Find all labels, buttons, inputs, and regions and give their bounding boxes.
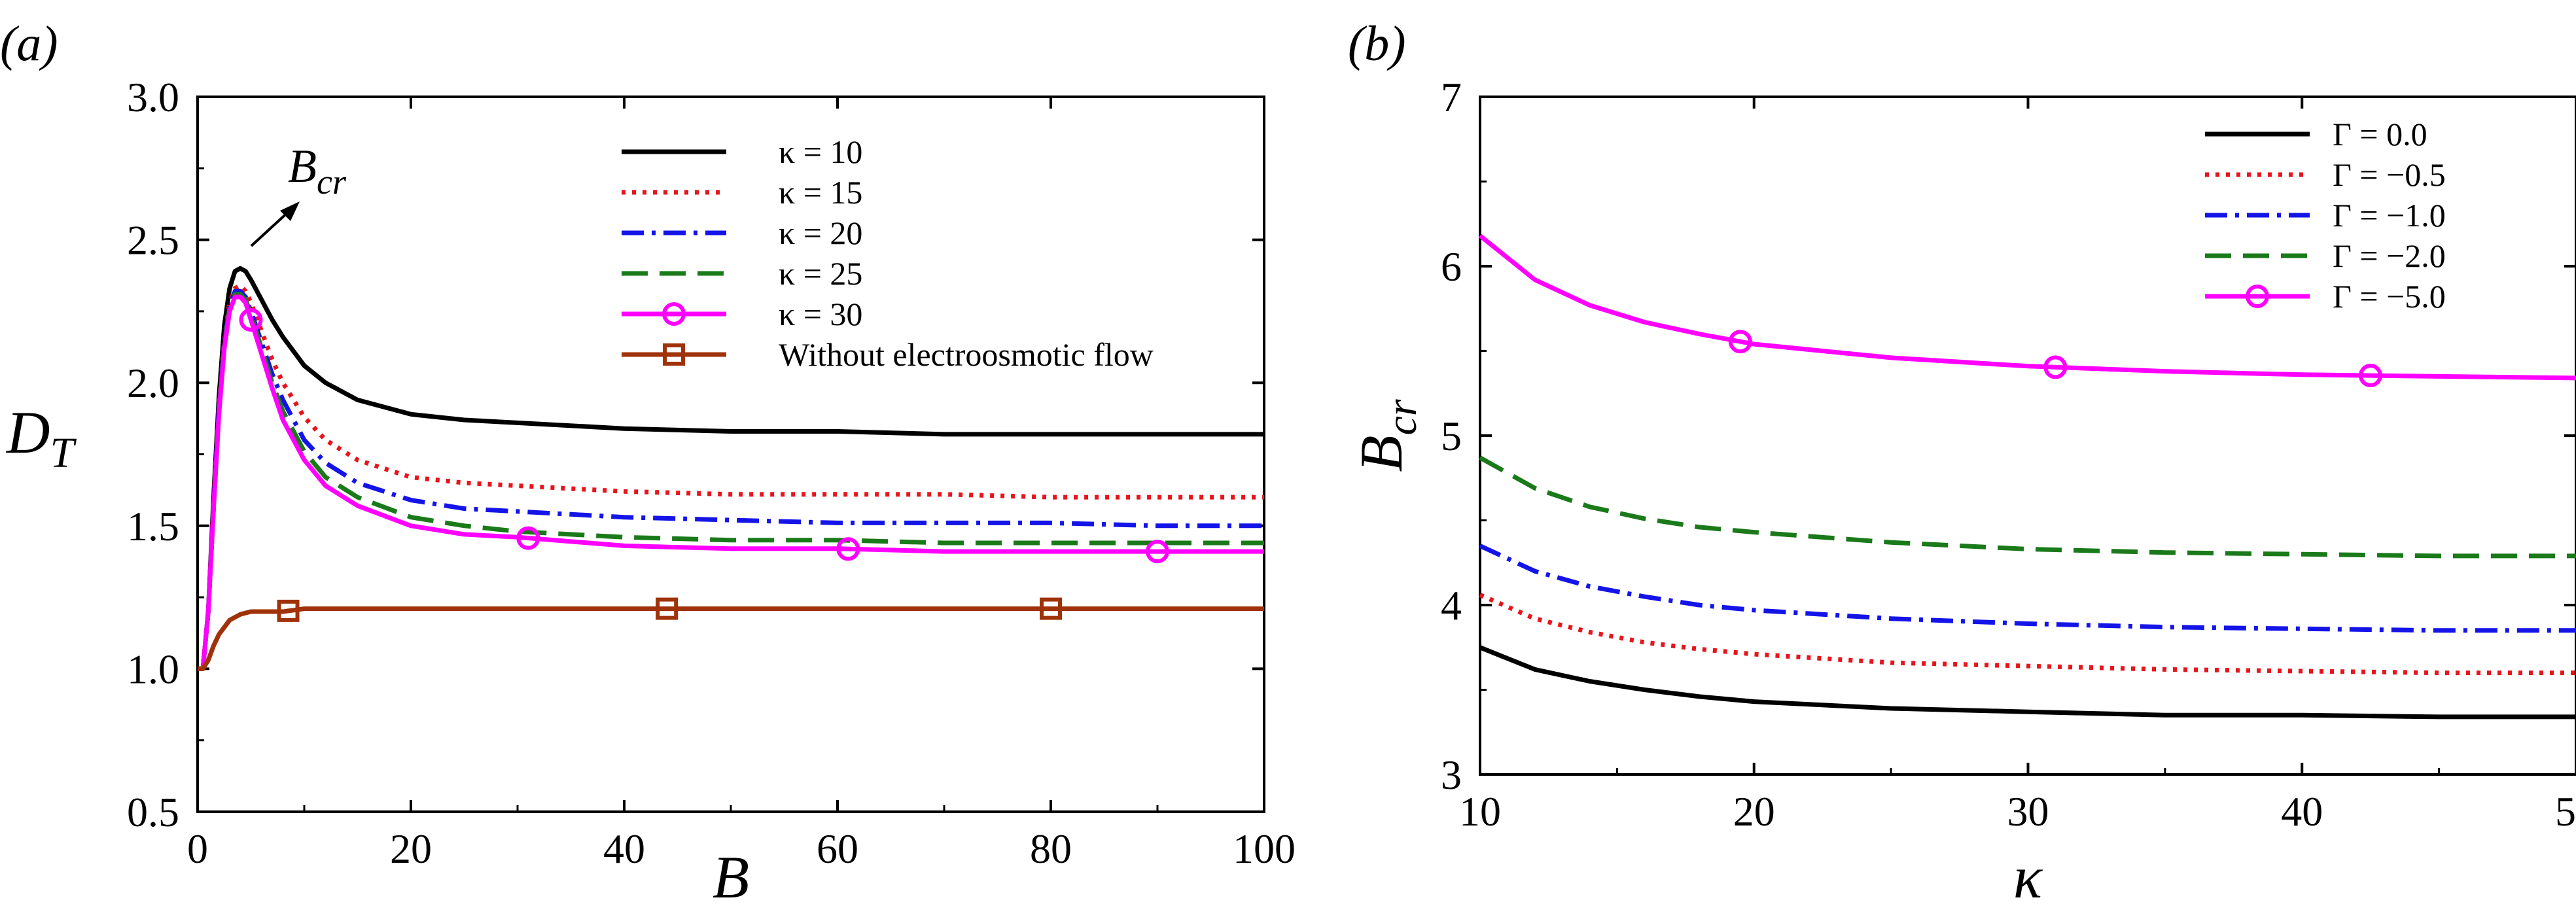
- y-tick-label: 3.0: [127, 74, 179, 120]
- y-tick-label: 2.5: [127, 217, 179, 264]
- series-marker-a-5: [1146, 540, 1169, 564]
- legend-label: κ = 30: [779, 296, 862, 332]
- series-line-b-2: [1479, 593, 2576, 676]
- panel-a-y-label-main: D: [5, 399, 50, 466]
- legend-label: κ = 10: [779, 133, 862, 170]
- bcr-annotation-main: B: [288, 140, 317, 192]
- panel-b-y-label-main: B: [1348, 435, 1415, 472]
- x-tick-label: 20: [390, 825, 432, 872]
- y-tick-label: 5: [1441, 413, 1462, 459]
- legend-label: Γ = −1.0: [2333, 197, 2446, 234]
- panel-b-y-axis-label: Bcr: [1348, 399, 1426, 472]
- series-marker-a-6: [1040, 597, 1062, 620]
- x-tick-label: 0: [187, 825, 208, 872]
- legend-label: Without electroosmotic flow: [779, 336, 1154, 373]
- legend-item-b-4: Γ = −2.0: [2205, 237, 2446, 274]
- y-tick-label: 7: [1441, 74, 1462, 120]
- bcr-arrow: [250, 201, 300, 247]
- legend-label: κ = 15: [779, 174, 862, 211]
- y-tick-label: 6: [1441, 243, 1462, 290]
- series-line-b-5: [1478, 234, 2576, 381]
- legend-item-b-3: Γ = −1.0: [2205, 197, 2446, 234]
- panel-a-y-axis-label: DT: [5, 399, 77, 477]
- series-marker-a-5: [516, 526, 540, 550]
- series-marker-a-6: [656, 597, 679, 620]
- series-marker-a-6: [277, 599, 300, 622]
- x-tick-label: 50: [2555, 788, 2576, 835]
- legend-item-a-4: κ = 25: [622, 255, 862, 292]
- legend-item-b-5: Γ = −5.0: [2205, 278, 2446, 315]
- x-tick-label: 10: [1459, 788, 1501, 835]
- x-tick-label: 40: [2281, 788, 2323, 835]
- legend-item-b-1: Γ = 0.0: [2205, 116, 2427, 152]
- series-marker-b-5: [2358, 364, 2382, 388]
- legend-marker: [663, 343, 685, 366]
- x-tick-label: 60: [817, 825, 858, 872]
- series-marker-a-5: [239, 308, 263, 332]
- panel-b-y-label-sub: cr: [1378, 399, 1426, 435]
- y-tick-label: 4: [1441, 582, 1462, 629]
- bcr-annotation: Bcr: [288, 140, 347, 201]
- series-marker-b-5: [2043, 355, 2068, 379]
- panel-a-y-label-sub: T: [50, 429, 77, 477]
- series-line-a-2: [198, 283, 1264, 671]
- legend-label: Γ = 0.0: [2333, 116, 2427, 152]
- legend-label: κ = 20: [779, 215, 862, 251]
- series-line-a-3: [198, 288, 1264, 671]
- x-tick-label: 30: [2007, 788, 2049, 835]
- y-tick-label: 2.0: [127, 360, 179, 406]
- panel-b-legend: Γ = 0.0 Γ = −0.5 Γ = −1.0Γ = −2.0 Γ = −5.0: [2205, 116, 2446, 315]
- y-tick-label: 1.5: [127, 503, 179, 549]
- series-marker-a-5: [836, 537, 860, 561]
- panel-a-ticks: 0 20 40 60 80 100 0.5 1.0 1.5 2.0 2.5 3.0: [127, 74, 1296, 872]
- panel-b-series: [1478, 234, 2576, 720]
- series-line-a-6: [198, 606, 1264, 671]
- legend-label: κ = 25: [779, 255, 862, 292]
- panel-a-label: (a): [0, 16, 58, 71]
- x-tick-label: 100: [1233, 825, 1296, 872]
- panel-a-x-axis-label: B: [713, 844, 749, 911]
- panel-a-markers: [239, 308, 1169, 622]
- series-line-b-3: [1479, 544, 2576, 633]
- legend-item-b-2: Γ = −0.5: [2205, 156, 2446, 193]
- series-line-b-1: [1479, 645, 2576, 720]
- x-tick-label: 80: [1030, 825, 1072, 872]
- y-tick-label: 0.5: [127, 789, 179, 835]
- legend-item-a-6: Without electroosmotic flow: [622, 336, 1154, 373]
- panel-a-legend: κ = 10 κ = 15 κ = 20 κ = 25 κ = 30 Without el…: [622, 133, 1154, 373]
- panel-a-plot-frame: [196, 96, 1265, 813]
- panel-b: (b) 10 20 30 40 50 3 4 5 6 7 κ Bcr Γ = 0.0 Γ = −0.…: [1348, 16, 2576, 911]
- series-marker-b-5: [1728, 330, 1752, 354]
- series-line-a-5: [198, 294, 1264, 671]
- legend-item-a-3: κ = 20: [622, 215, 862, 251]
- y-tick-label: 1.0: [127, 646, 179, 692]
- x-tick-label: 40: [603, 825, 645, 872]
- bcr-annotation-sub: cr: [317, 162, 347, 201]
- panel-b-label: (b): [1348, 16, 1406, 71]
- x-tick-label: 20: [1733, 788, 1775, 835]
- y-tick-label: 3: [1441, 752, 1462, 798]
- legend-marker: [2246, 285, 2269, 308]
- legend-label: Γ = −2.0: [2333, 237, 2446, 274]
- series-line-b-4: [1479, 455, 2576, 559]
- panel-b-ticks: 10 20 30 40 50 3 4 5 6 7: [1441, 74, 2576, 835]
- legend-label: Γ = −0.5: [2333, 156, 2446, 193]
- legend-label: Γ = −5.0: [2333, 278, 2446, 315]
- legend-item-a-5: κ = 30: [622, 296, 862, 332]
- panel-b-x-axis-label: κ: [2013, 844, 2043, 911]
- panel-a-series: [198, 266, 1264, 671]
- legend-marker: [662, 302, 686, 326]
- legend-item-a-1: κ = 10: [622, 133, 862, 170]
- legend-item-a-2: κ = 15: [622, 174, 862, 211]
- panel-b-markers: [1728, 330, 2382, 388]
